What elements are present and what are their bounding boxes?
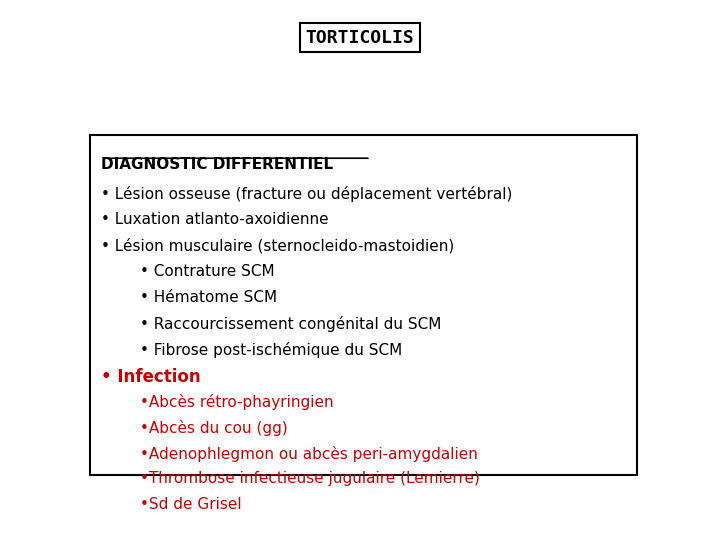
Text: • Fibrose post-ischémique du SCM: • Fibrose post-ischémique du SCM xyxy=(140,342,402,358)
Text: • Luxation atlanto-axoidienne: • Luxation atlanto-axoidienne xyxy=(101,212,328,227)
Text: •Adenophlegmon ou abcès peri-amygdalien: •Adenophlegmon ou abcès peri-amygdalien xyxy=(140,446,478,462)
Text: •Abcès rétro-phayringien: •Abcès rétro-phayringien xyxy=(140,394,334,410)
Text: • Contrature SCM: • Contrature SCM xyxy=(140,264,275,279)
Text: • Infection: • Infection xyxy=(101,368,200,386)
FancyBboxPatch shape xyxy=(90,135,637,475)
Text: • Lésion musculaire (sternocleido-mastoidien): • Lésion musculaire (sternocleido-mastoi… xyxy=(101,238,454,254)
Text: • Hématome SCM: • Hématome SCM xyxy=(140,290,277,305)
Text: TORTICOLIS: TORTICOLIS xyxy=(305,29,415,47)
Text: DIAGNOSTIC DIFFERENTIEL: DIAGNOSTIC DIFFERENTIEL xyxy=(101,157,333,172)
Text: •Abcès du cou (gg): •Abcès du cou (gg) xyxy=(140,420,288,436)
Text: • Lésion osseuse (fracture ou déplacement vertébral): • Lésion osseuse (fracture ou déplacemen… xyxy=(101,186,512,202)
Text: •Sd de Grisel: •Sd de Grisel xyxy=(140,497,242,512)
Text: • Raccourcissement congénital du SCM: • Raccourcissement congénital du SCM xyxy=(140,316,442,332)
Text: •Thrombose infectieuse jugulaire (Lemierre): •Thrombose infectieuse jugulaire (Lemier… xyxy=(140,471,480,487)
